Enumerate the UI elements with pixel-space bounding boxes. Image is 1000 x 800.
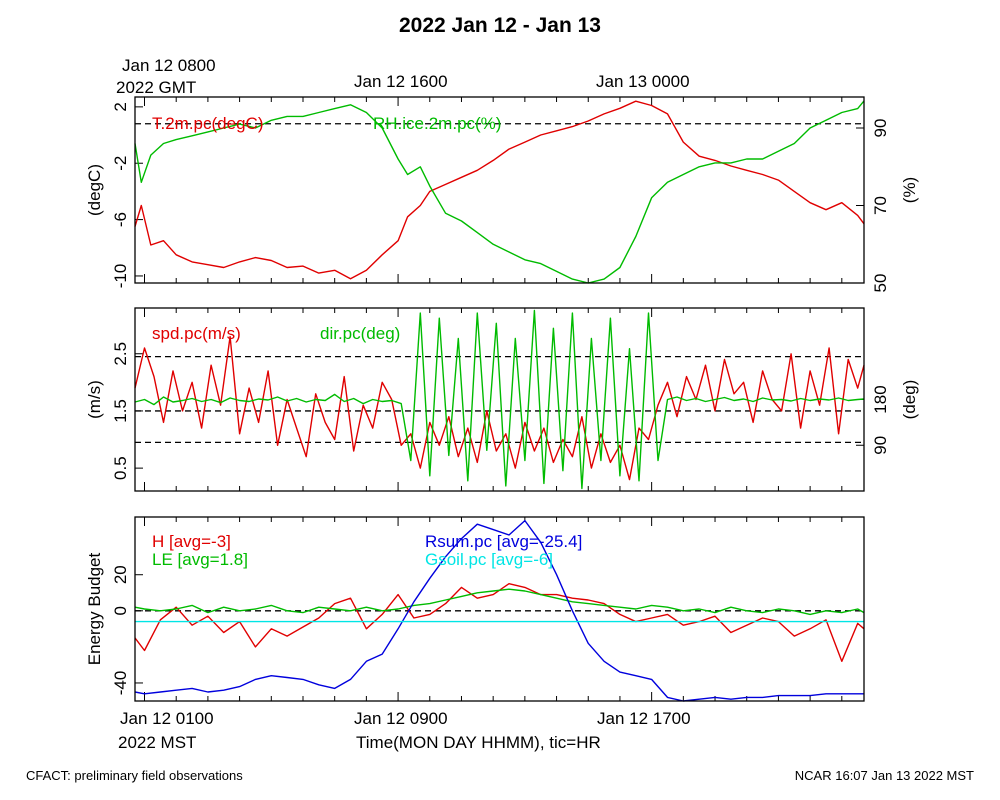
bottom-axis-label-2: Jan 12 0900 [354,709,448,728]
footer-left: CFACT: preliminary field observations [26,768,243,783]
y-tick-label: 0 [111,606,130,615]
legend-t-2m-pc-degc-: T.2m.pc(degC) [152,114,263,133]
y-tick-label: 2.5 [111,342,130,366]
series-line-spd-pc-m-s- [134,335,865,481]
y-right-axis-title: (%) [900,177,919,203]
series-line-rsum-pc [134,519,864,702]
panel-frame [134,516,865,702]
series-line-rh-ice-2m-pc- [134,100,865,284]
panel-2: 0.5 1.5 2.5 90 180 (m/s) (deg) spd.pc(m/s) dir.p… [85,307,919,492]
legend-h: H [avg=-3] [152,532,231,551]
legend-gsoil-pc: Gsoil.pc [avg=-6] [425,550,553,569]
legend-dir-pc-deg-: dir.pc(deg) [320,324,400,343]
top-axis-label-1: Jan 12 1600 [354,72,448,91]
legend-spd-pc-m-s-: spd.pc(m/s) [152,324,241,343]
panel-3: -40 0 20 Energy Budget H [avg=-3]LE [avg=1.8… [85,516,865,702]
top-axis-first-label: Jan 12 0800 [122,56,216,75]
y-tick-label: 1.5 [111,399,130,423]
panel-1: -10 -6 -2 2 50 70 90 (degC) (%) T.2m.pc(degC) RH.i… [85,96,919,293]
series-line-t-2m-pc-degc- [134,100,865,280]
y-tick-label: -40 [111,671,130,696]
y-right-axis-title: (deg) [900,380,919,420]
y-tick-label: 20 [111,565,130,584]
y-tick-label: 0.5 [111,456,130,480]
y-right-tick-label: 90 [871,436,890,455]
panel-frame [134,307,865,492]
y-axis-title: (degC) [85,164,104,216]
panel-frame [134,96,865,284]
y-right-tick-label: 90 [871,119,890,138]
y-right-tick-label: 180 [871,385,890,413]
series-line-h [134,583,865,662]
y-tick-label: -2 [111,156,130,171]
bottom-axis-label-3: Jan 12 1700 [597,709,691,728]
series-line-dir-pc-deg- [134,309,865,490]
y-right-tick-label: 70 [871,196,890,215]
top-axis-first-sublabel: 2022 GMT [116,78,197,97]
y-axis-title: Energy Budget [85,552,104,665]
legend-rh-ice-2m-pc-: RH.ice.2m.pc(%) [373,114,501,133]
y-tick-label: -6 [111,212,130,227]
y-tick-label: 2 [111,102,130,111]
x-axis-title: Time(MON DAY HHMM), tic=HR [356,733,601,752]
page-title: 2022 Jan 12 - Jan 13 [399,14,601,37]
footer-right: NCAR 16:07 Jan 13 2022 MST [794,768,974,783]
y-right-tick-label: 50 [871,274,890,293]
legend-rsum-pc: Rsum.pc [avg=-25.4] [425,532,582,551]
series-line-le [134,588,865,616]
y-axis-title: (m/s) [85,380,104,419]
bottom-axis-label-1: Jan 12 0100 [120,709,214,728]
legend-le: LE [avg=1.8] [152,550,248,569]
bottom-axis-sublabel: 2022 MST [118,733,197,752]
y-tick-label: -10 [111,264,130,289]
top-axis-label-2: Jan 13 0000 [596,72,690,91]
